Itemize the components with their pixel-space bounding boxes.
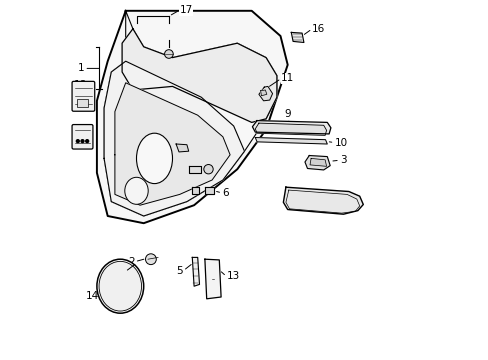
Text: 1: 1 bbox=[78, 63, 84, 73]
Text: 14: 14 bbox=[85, 291, 99, 301]
Polygon shape bbox=[255, 138, 326, 144]
Circle shape bbox=[81, 140, 84, 143]
Circle shape bbox=[164, 50, 173, 58]
Text: 3: 3 bbox=[339, 155, 346, 165]
Ellipse shape bbox=[99, 261, 141, 311]
Text: 7: 7 bbox=[205, 154, 211, 164]
Polygon shape bbox=[255, 123, 326, 135]
Polygon shape bbox=[305, 156, 329, 170]
Text: 10: 10 bbox=[334, 138, 347, 148]
Text: 17: 17 bbox=[179, 5, 193, 15]
Polygon shape bbox=[283, 187, 363, 214]
Text: 5: 5 bbox=[176, 266, 183, 276]
FancyBboxPatch shape bbox=[72, 81, 95, 111]
Polygon shape bbox=[204, 259, 221, 299]
FancyBboxPatch shape bbox=[72, 125, 93, 149]
Polygon shape bbox=[188, 166, 200, 173]
Text: 9: 9 bbox=[284, 109, 291, 120]
Text: 16: 16 bbox=[311, 24, 325, 34]
Polygon shape bbox=[252, 121, 330, 134]
Polygon shape bbox=[176, 144, 188, 152]
Text: 8: 8 bbox=[185, 175, 192, 185]
Polygon shape bbox=[192, 187, 199, 194]
Ellipse shape bbox=[136, 133, 172, 184]
Bar bbox=[77, 99, 88, 107]
Polygon shape bbox=[97, 11, 287, 223]
Ellipse shape bbox=[97, 259, 143, 313]
Polygon shape bbox=[122, 29, 276, 122]
Text: 19: 19 bbox=[72, 132, 85, 143]
Polygon shape bbox=[309, 158, 326, 166]
Polygon shape bbox=[291, 32, 303, 42]
Text: 4: 4 bbox=[182, 152, 188, 162]
Circle shape bbox=[203, 165, 213, 174]
Polygon shape bbox=[258, 86, 272, 101]
Circle shape bbox=[76, 140, 79, 143]
Text: 12: 12 bbox=[157, 132, 170, 143]
Text: 18: 18 bbox=[74, 80, 87, 90]
Polygon shape bbox=[115, 83, 230, 205]
Circle shape bbox=[85, 140, 88, 143]
Text: 15: 15 bbox=[309, 204, 323, 214]
Text: 13: 13 bbox=[226, 271, 239, 282]
Polygon shape bbox=[104, 61, 244, 216]
Text: 6: 6 bbox=[222, 188, 228, 198]
Polygon shape bbox=[260, 90, 266, 96]
Polygon shape bbox=[192, 257, 199, 286]
Text: 11: 11 bbox=[281, 73, 294, 84]
Text: 2: 2 bbox=[128, 257, 134, 267]
Ellipse shape bbox=[124, 177, 148, 204]
Circle shape bbox=[145, 254, 156, 265]
Polygon shape bbox=[204, 187, 213, 194]
